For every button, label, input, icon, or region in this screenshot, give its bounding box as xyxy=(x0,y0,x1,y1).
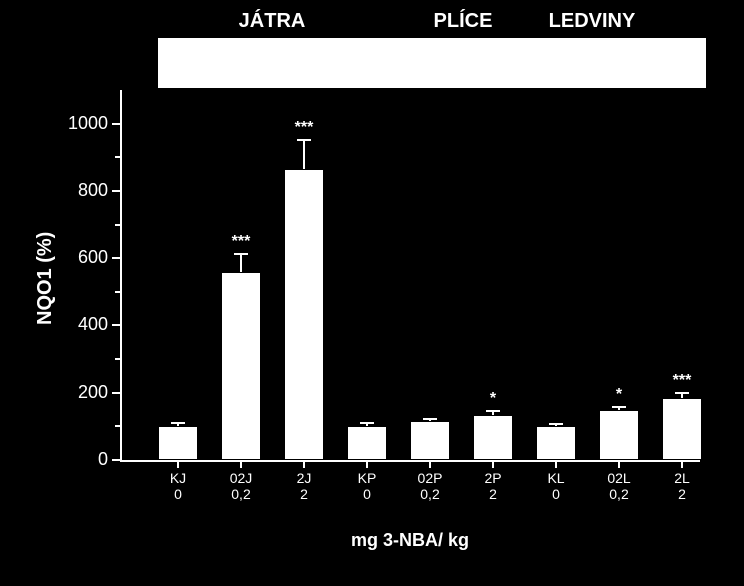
bar-1 xyxy=(221,272,261,460)
errbar-1 xyxy=(240,253,242,272)
errcap-4 xyxy=(423,418,437,420)
ytick-label-2: 400 xyxy=(48,314,108,335)
sig-8: *** xyxy=(656,372,708,390)
xlabel-top-0: KJ xyxy=(150,470,206,486)
ytick-label-5: 1000 xyxy=(48,113,108,134)
ytick-label-1: 200 xyxy=(48,382,108,403)
xtick-7 xyxy=(618,460,620,468)
xlabel-bot-0: 0 xyxy=(150,486,206,502)
errcap-1 xyxy=(234,253,248,255)
errbar-2 xyxy=(303,139,305,169)
xtick-1 xyxy=(240,460,242,468)
xlabel-top-1: 02J xyxy=(213,470,269,486)
bar-3 xyxy=(347,426,387,460)
x-axis-title: mg 3-NBA/ kg xyxy=(120,530,700,551)
bar-2 xyxy=(284,169,324,460)
xtick-3 xyxy=(366,460,368,468)
sig-1: *** xyxy=(215,233,267,251)
xlabel-top-5: 2P xyxy=(465,470,521,486)
ytick-minor-3 xyxy=(115,224,120,226)
xlabel-bot-8: 2 xyxy=(654,486,710,502)
sig-7: * xyxy=(593,386,645,404)
xlabel-top-6: KL xyxy=(528,470,584,486)
ytick-label-0: 0 xyxy=(48,449,108,470)
header-band xyxy=(158,38,706,88)
bar-7 xyxy=(599,410,639,460)
y-axis xyxy=(120,90,122,460)
xlabel-bot-4: 0,2 xyxy=(402,486,458,502)
errcap-2 xyxy=(297,139,311,141)
sig-2: *** xyxy=(278,119,330,137)
errcap-7 xyxy=(612,406,626,408)
group-label-2: LEDVINY xyxy=(522,10,662,33)
errcap-5 xyxy=(486,410,500,412)
ytick-0 xyxy=(112,459,120,461)
xlabel-bot-5: 2 xyxy=(465,486,521,502)
xlabel-top-8: 2L xyxy=(654,470,710,486)
ytick-5 xyxy=(112,123,120,125)
ytick-4 xyxy=(112,190,120,192)
xtick-2 xyxy=(303,460,305,468)
xlabel-top-3: KP xyxy=(339,470,395,486)
xlabel-top-2: 2J xyxy=(276,470,332,486)
xlabel-bot-1: 0,2 xyxy=(213,486,269,502)
ytick-2 xyxy=(112,324,120,326)
group-label-1: PLÍCE xyxy=(393,10,533,33)
ytick-minor-0 xyxy=(115,425,120,427)
xlabel-bot-7: 0,2 xyxy=(591,486,647,502)
errcap-3 xyxy=(360,422,374,424)
bar-5 xyxy=(473,415,513,460)
xlabel-top-7: 02L xyxy=(591,470,647,486)
bar-0 xyxy=(158,426,198,460)
ytick-3 xyxy=(112,257,120,259)
xtick-4 xyxy=(429,460,431,468)
xlabel-bot-6: 0 xyxy=(528,486,584,502)
bar-6 xyxy=(536,426,576,460)
errcap-8 xyxy=(675,392,689,394)
xlabel-bot-2: 2 xyxy=(276,486,332,502)
x-axis xyxy=(120,460,700,462)
xlabel-bot-3: 0 xyxy=(339,486,395,502)
xtick-0 xyxy=(177,460,179,468)
group-label-0: JÁTRA xyxy=(202,10,342,33)
errcap-6 xyxy=(549,423,563,425)
bar-8 xyxy=(662,398,702,460)
ytick-minor-1 xyxy=(115,358,120,360)
ytick-minor-2 xyxy=(115,291,120,293)
bar-4 xyxy=(410,421,450,460)
ytick-1 xyxy=(112,392,120,394)
y-axis-title: NQO1 (%) xyxy=(34,232,57,325)
xlabel-top-4: 02P xyxy=(402,470,458,486)
ytick-label-4: 800 xyxy=(48,180,108,201)
xtick-8 xyxy=(681,460,683,468)
xtick-6 xyxy=(555,460,557,468)
errcap-0 xyxy=(171,422,185,424)
ytick-label-3: 600 xyxy=(48,247,108,268)
sig-5: * xyxy=(467,390,519,408)
xtick-5 xyxy=(492,460,494,468)
ytick-minor-4 xyxy=(115,156,120,158)
